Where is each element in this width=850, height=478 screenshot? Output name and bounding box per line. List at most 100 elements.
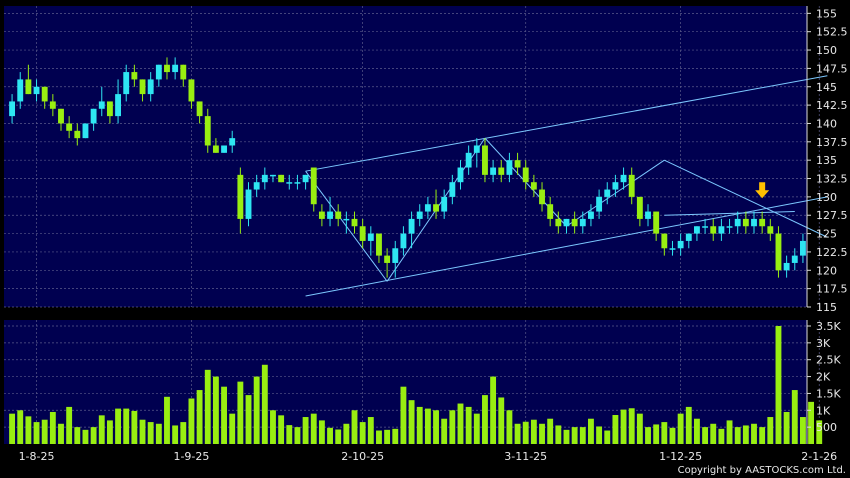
candle-body — [653, 211, 660, 234]
candle-body — [400, 233, 407, 249]
candle-body — [498, 167, 505, 175]
volume-bar — [245, 395, 252, 444]
volume-bar — [384, 429, 391, 444]
price-tick-label: 130 — [816, 191, 837, 204]
volume-bar — [139, 419, 146, 444]
candle-body — [196, 101, 203, 117]
candle-body — [139, 79, 146, 95]
candle-body — [718, 226, 725, 234]
candle-body — [221, 145, 227, 153]
candle-body — [164, 64, 170, 73]
volume-bar — [147, 422, 154, 444]
volume-bar — [278, 415, 285, 444]
candle-body — [131, 72, 138, 80]
volume-bar — [49, 411, 56, 444]
candle-body — [693, 226, 700, 234]
price-tick-label: 152.5 — [816, 26, 848, 39]
candle-body — [702, 226, 709, 228]
volume-bar — [693, 418, 700, 444]
volume-bar — [204, 369, 211, 444]
price-tick-label: 117.5 — [816, 283, 848, 296]
price-tick-label: 125 — [816, 228, 837, 241]
date-tick-label: 1-12-25 — [659, 450, 702, 463]
candle-body — [286, 182, 293, 184]
candle-body — [376, 233, 382, 256]
volume-bar — [221, 386, 227, 444]
price-tick-label: 142.5 — [816, 99, 848, 112]
candle-body — [384, 255, 391, 263]
candle-body — [506, 160, 513, 175]
candle-body — [359, 226, 366, 241]
candle-body — [98, 101, 105, 109]
volume-bar — [253, 376, 260, 444]
candle-body — [58, 108, 64, 124]
candle-body — [188, 79, 195, 102]
volume-bar — [155, 423, 162, 444]
candle-body — [465, 152, 472, 168]
candle-body — [473, 145, 480, 153]
trend-line — [664, 159, 828, 238]
candle-body — [734, 218, 741, 227]
volume-bar — [212, 376, 219, 444]
volume-bar — [310, 413, 317, 444]
volume-bars — [9, 326, 823, 444]
volume-tick-label: 500 — [816, 421, 837, 434]
candle-body — [555, 218, 562, 227]
volume-bar — [816, 420, 823, 444]
volume-tick-label: 1K — [816, 404, 831, 417]
volume-bar — [751, 423, 757, 444]
candle-body — [604, 189, 611, 197]
candle-body — [710, 226, 717, 234]
volume-bar — [563, 429, 570, 444]
candle-body — [416, 211, 423, 219]
volume-bar — [799, 417, 806, 444]
volume-bar — [571, 427, 578, 444]
candle-body — [106, 101, 113, 117]
price-tick-label: 150 — [816, 44, 837, 57]
candle-body — [9, 101, 16, 117]
candle-body — [522, 167, 529, 183]
candle-body — [433, 204, 439, 212]
volume-bar — [180, 422, 187, 444]
price-axis: 155 152.5 150 147.5 145 142.5 140 137.5 135 132.5… — [806, 6, 848, 314]
volume-bar — [376, 430, 382, 444]
volume-bar — [115, 408, 122, 444]
volume-bar — [473, 413, 480, 444]
volume-bar — [612, 415, 619, 444]
volume-bar — [555, 425, 562, 444]
volume-bar — [335, 429, 342, 444]
volume-bar — [653, 424, 660, 444]
price-tick-label: 115 — [816, 301, 837, 314]
candle-body — [115, 94, 122, 117]
volume-bar — [17, 410, 24, 444]
volume-bar — [596, 426, 603, 444]
volume-bar — [579, 427, 586, 444]
candle-body — [351, 218, 358, 227]
candle-body — [147, 79, 154, 95]
candle-body — [327, 211, 333, 219]
volume-bar — [424, 408, 431, 444]
date-tick-label: 3-11-25 — [504, 450, 547, 463]
candle-body — [596, 196, 603, 212]
candle-body — [775, 233, 782, 271]
volume-bar — [270, 410, 276, 444]
price-tick-label: 132.5 — [816, 173, 848, 186]
price-tick-label: 135 — [816, 154, 837, 167]
volume-tick-label: 2K — [816, 371, 831, 384]
volume-bar — [808, 401, 815, 444]
volume-bar — [636, 413, 643, 444]
volume-bar — [343, 423, 350, 444]
candle-body — [245, 189, 252, 219]
candle-body — [482, 145, 488, 175]
date-tick-label: 2-1-26 — [801, 450, 837, 463]
volume-bar — [41, 419, 48, 444]
candle-body — [204, 116, 211, 146]
price-tick-label: 127.5 — [816, 209, 848, 222]
date-axis: 1-8-25 1-9-25 2-10-25 3-11-25 1-12-25 2-1-26 — [19, 450, 838, 463]
volume-bar — [669, 427, 676, 444]
volume-bar — [457, 403, 464, 444]
candle-body — [588, 211, 594, 219]
volume-bar — [188, 398, 195, 444]
volume-bar — [767, 417, 774, 444]
